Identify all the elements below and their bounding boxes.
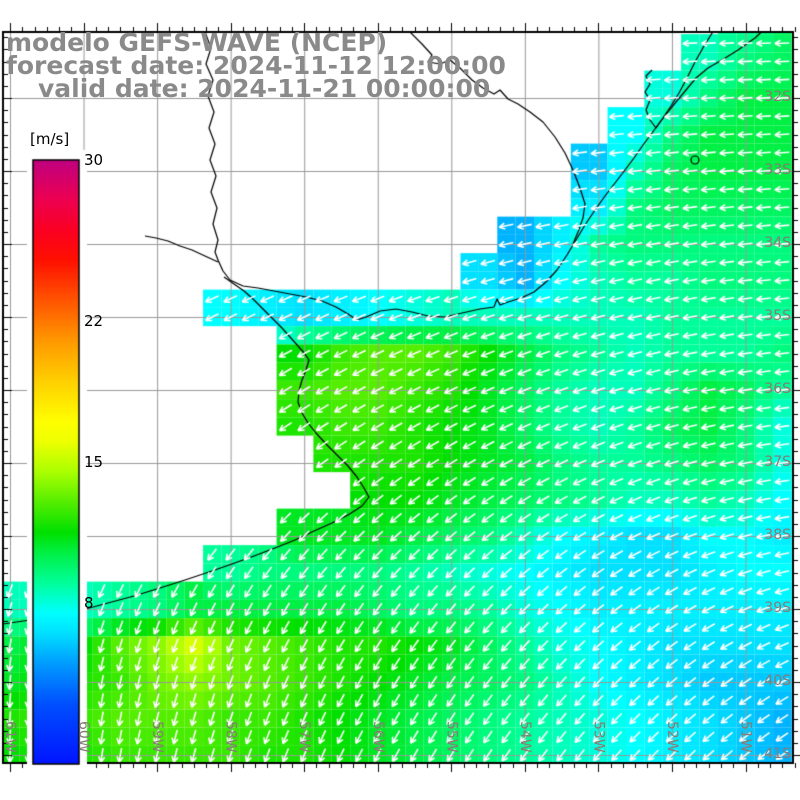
colorbar-tick-label: 22 (84, 312, 104, 331)
forecast-date-line: forecast date: 2024-11-12 12:00:00 (6, 51, 506, 80)
longitude-label: 59W (149, 721, 166, 753)
longitude-label: 55W (443, 721, 460, 753)
latitude-label: 35S (764, 308, 791, 324)
longitude-label: 52W (663, 721, 680, 753)
longitude-label: 58W (222, 721, 239, 753)
colorbar-unit-label: [m/s] (30, 130, 70, 148)
colorbar-tick-label: 8 (84, 593, 94, 612)
longitude-label: 54W (516, 721, 533, 753)
latitude-label: 32S (764, 89, 791, 105)
latitude-label: 39S (764, 600, 791, 616)
colorbar-tick-label: 30 (84, 151, 104, 169)
latitude-label: 33S (764, 162, 791, 178)
colorbar-tick-label: 15 (84, 453, 104, 471)
longitude-label: 53W (590, 721, 607, 753)
longitude-label: 61W (2, 721, 18, 753)
latitude-label: 36S (764, 381, 791, 397)
longitude-label: 51W (737, 721, 754, 753)
valid-date-line: valid date: 2024-11-21 00:00:00 (38, 74, 491, 103)
latitude-label: 41S (764, 746, 791, 762)
latitude-label: 37S (764, 454, 791, 470)
model-title: modelo GEFS-WAVE (NCEP) (6, 28, 388, 57)
longitude-label: 60W (75, 721, 92, 753)
latitude-label: 40S (764, 673, 791, 689)
longitude-label: 57W (296, 721, 313, 753)
latitude-label: 34S (764, 235, 791, 251)
latitude-label: 38S (764, 527, 791, 543)
longitude-label: 56W (369, 721, 386, 753)
